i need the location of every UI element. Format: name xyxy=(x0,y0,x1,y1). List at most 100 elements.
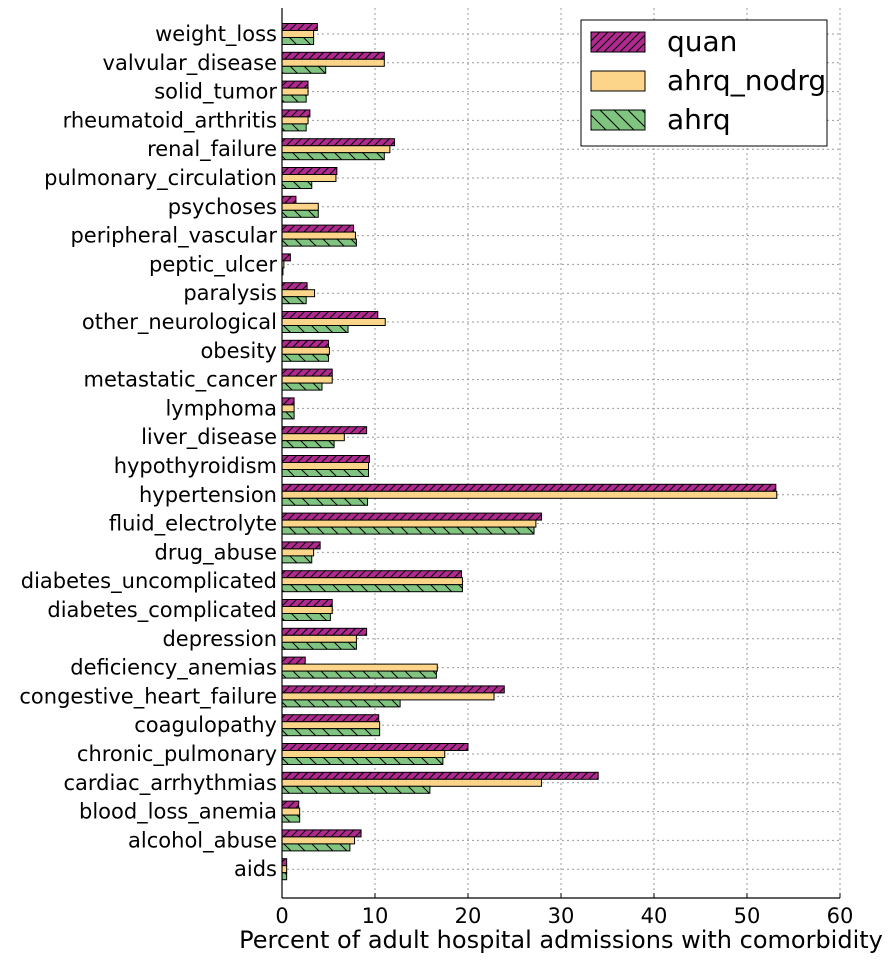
bar-hatch xyxy=(282,469,369,477)
bar-hatch xyxy=(282,829,362,837)
bar-ahrq-nodrg-rheumatoid-arthritis xyxy=(282,116,309,124)
bar-hatch xyxy=(282,858,287,866)
bar-hatch xyxy=(282,786,430,794)
y-tick-label: drug_abuse xyxy=(155,540,277,565)
bar-ahrq-nodrg-congestive-heart-failure xyxy=(282,692,495,700)
bar-hatch xyxy=(282,714,379,722)
bar-hatch xyxy=(282,95,307,103)
legend-label: quan xyxy=(667,25,737,58)
bar-hatch xyxy=(282,296,307,304)
bar-ahrq-nodrg-pulmonary-circulation xyxy=(282,174,336,182)
y-tick-label: hypothyroidism xyxy=(114,454,277,478)
bar-hatch xyxy=(282,181,312,189)
bar-hatch xyxy=(282,599,333,607)
bar-hatch xyxy=(282,325,349,333)
bar-hatch xyxy=(282,613,331,621)
y-tick-label: hypertension xyxy=(139,483,277,507)
bar-hatch xyxy=(282,815,300,823)
y-tick-label: blood_loss_anemia xyxy=(79,800,277,825)
axes: 0 10 20 30 40 50 60 weight_loss valvular_disease… xyxy=(19,8,853,928)
bar-ahrq-nodrg-metastatic-cancer xyxy=(282,376,333,384)
bar-hatch xyxy=(282,657,306,665)
bar-hatch xyxy=(282,52,385,60)
y-tick-label: metastatic_cancer xyxy=(84,368,278,393)
bar-ahrq-nodrg-coagulopathy xyxy=(282,721,380,729)
y-tick-label: lymphoma xyxy=(165,396,277,420)
bar-hatch xyxy=(282,671,437,679)
y-tick-label: coagulopathy xyxy=(134,713,277,737)
x-tick-label: 50 xyxy=(734,904,761,928)
y-tick-label: valvular_disease xyxy=(103,51,277,76)
bar-hatch xyxy=(282,196,296,204)
y-tick-label: solid_tumor xyxy=(154,80,277,105)
legend-item-ahrq-nodrg: ahrq_nodrg xyxy=(590,64,826,97)
y-tick-label: deficiency_anemias xyxy=(70,656,277,681)
bar-ahrq-nodrg-aids xyxy=(282,865,287,873)
y-tick-label: chronic_pulmonary xyxy=(77,742,277,767)
y-tick-label: psychoses xyxy=(168,195,277,219)
bar-ahrq-nodrg-solid-tumor xyxy=(282,88,309,96)
bar-hatch xyxy=(282,397,295,405)
x-tick-label: 40 xyxy=(641,904,668,928)
bar-ahrq-nodrg-diabetes-uncomplicated xyxy=(282,577,463,585)
y-tick-label: other_neurological xyxy=(82,310,277,335)
bar-hatch xyxy=(282,167,337,175)
legend-swatch-outline xyxy=(590,70,646,92)
bar-ahrq-nodrg-valvular-disease xyxy=(282,59,385,67)
y-tick-label: weight_loss xyxy=(155,22,277,47)
bar-ahrq-nodrg-weight-loss xyxy=(282,30,314,38)
bar-hatch xyxy=(282,628,367,636)
bar-hatch xyxy=(282,225,354,233)
series-ahrq-nodrg xyxy=(281,30,778,874)
bar-ahrq-nodrg-other-neurological xyxy=(282,318,386,326)
bar-hatch xyxy=(282,455,370,463)
bar-hatch xyxy=(282,772,599,780)
bar-hatch xyxy=(282,66,326,74)
y-tick-label: peptic_ulcer xyxy=(149,252,277,277)
y-tick-label: depression xyxy=(162,627,277,651)
bar-hatch xyxy=(282,383,322,391)
bar-ahrq-nodrg-deficiency-anemias xyxy=(282,664,438,672)
legend-swatch-hatch xyxy=(591,32,645,52)
y-tick-label: pulmonary_circulation xyxy=(44,166,277,191)
bar-ahrq-nodrg-lymphoma xyxy=(282,404,295,412)
bar-ahrq-nodrg-renal-failure xyxy=(282,145,390,153)
bar-hatch xyxy=(282,354,329,362)
legend-swatch xyxy=(591,71,645,91)
bar-hatch xyxy=(282,757,443,765)
y-tick-label: obesity xyxy=(200,339,277,363)
x-tick-label: 20 xyxy=(455,904,482,928)
bar-hatch xyxy=(282,311,378,319)
bar-hatch xyxy=(282,541,321,549)
bar-hatch xyxy=(282,440,335,448)
x-axis-title: Percent of adult hospital admissions wit… xyxy=(239,926,883,954)
bar-hatch xyxy=(282,123,307,131)
bar-hatch xyxy=(282,843,350,851)
bar-ahrq-nodrg-fluid-electrolyte xyxy=(282,520,536,528)
bar-hatch xyxy=(282,801,299,809)
legend-swatch-outline xyxy=(590,31,646,53)
bar-hatch xyxy=(282,527,535,535)
bar-hatch xyxy=(282,340,329,348)
legend-item-ahrq: ahrq xyxy=(590,103,731,136)
bar-hatch xyxy=(282,570,462,578)
bar-ahrq-nodrg-depression xyxy=(282,635,357,643)
bar-ahrq-nodrg-hypertension xyxy=(282,491,777,499)
bar-hatch xyxy=(282,498,368,506)
y-tick-label: rheumatoid_arthritis xyxy=(63,108,277,133)
bar-ahrq-nodrg-psychoses xyxy=(282,203,319,211)
bar-ahrq-nodrg-paralysis xyxy=(282,289,315,297)
bar-hatch xyxy=(282,210,319,218)
bar-hatch xyxy=(282,426,367,434)
bar-hatch xyxy=(282,699,401,707)
bar-hatch xyxy=(282,743,468,751)
y-tick-label: congestive_heart_failure xyxy=(19,684,277,709)
bar-hatch xyxy=(282,282,308,290)
bar-hatch xyxy=(282,37,314,45)
legend-item-quan: quan xyxy=(590,25,737,58)
bar-hatch xyxy=(282,872,287,880)
y-tick-label: peripheral_vascular xyxy=(70,224,277,249)
legend-label: ahrq_nodrg xyxy=(667,64,826,97)
